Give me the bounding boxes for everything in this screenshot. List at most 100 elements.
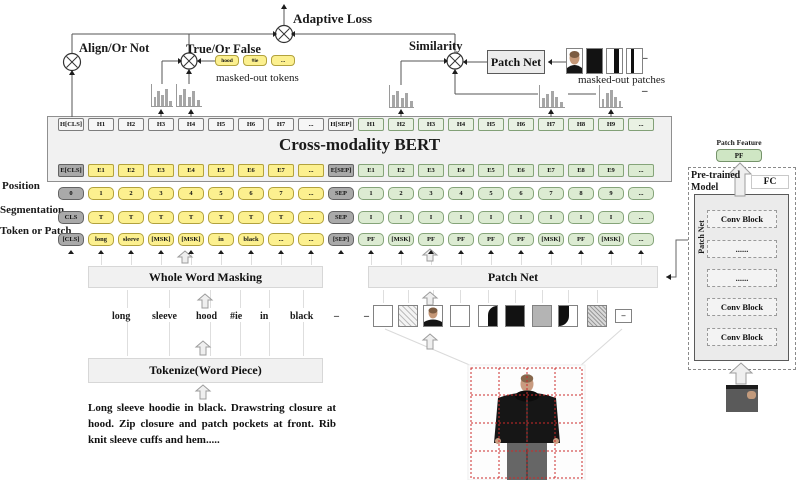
cell: E6 bbox=[238, 164, 264, 177]
cell: E[SEP] bbox=[328, 164, 354, 177]
guide-line bbox=[127, 322, 128, 356]
panel-connector bbox=[666, 239, 688, 278]
cell: H1 bbox=[358, 118, 384, 131]
token-input-arrow bbox=[118, 247, 144, 254]
patch-feature-label: Patch Feature bbox=[716, 138, 762, 147]
input-arrows-row bbox=[58, 247, 654, 254]
patches-ellipsis-dash: – bbox=[642, 52, 648, 64]
cell: hood bbox=[215, 55, 239, 66]
cell: E8 bbox=[568, 164, 594, 177]
guide-line bbox=[460, 290, 461, 303]
image-patch-ellipsis: – bbox=[615, 309, 632, 323]
cell: H4 bbox=[178, 118, 204, 131]
cell: ... bbox=[271, 55, 295, 66]
guide-line bbox=[491, 252, 492, 265]
cell: I bbox=[538, 211, 564, 224]
cell: E7 bbox=[538, 164, 564, 177]
cell: 3 bbox=[148, 187, 174, 200]
token-input-arrow bbox=[88, 247, 114, 254]
guide-line bbox=[240, 322, 241, 356]
cell: ... bbox=[298, 187, 324, 200]
cell: [SEP] bbox=[328, 233, 354, 246]
token-input-arrow bbox=[148, 247, 174, 254]
segmentation-row: CLS T T T T T T T... SEP I I I I I I I I I... bbox=[58, 211, 654, 224]
conv-block-stack: Conv Block............ Conv Block Conv Blo… bbox=[707, 199, 777, 357]
cell: T bbox=[148, 211, 174, 224]
cell: ... bbox=[298, 233, 324, 246]
cell: I bbox=[598, 211, 624, 224]
token-input-arrow bbox=[208, 247, 234, 254]
cell: H1 bbox=[88, 118, 114, 131]
cell: 5 bbox=[208, 187, 234, 200]
patch-net-mid-label: Patch Net bbox=[487, 269, 539, 284]
guide-line bbox=[488, 290, 489, 303]
cell: H8 bbox=[568, 118, 594, 131]
guide-line bbox=[210, 322, 211, 356]
guide-line bbox=[131, 252, 132, 265]
guide-line bbox=[611, 252, 612, 265]
guide-line bbox=[169, 322, 170, 356]
cell: 4 bbox=[178, 187, 204, 200]
guide-line bbox=[221, 252, 222, 265]
cell: E2 bbox=[118, 164, 144, 177]
cell: H7 bbox=[268, 118, 294, 131]
cell: I bbox=[388, 211, 414, 224]
cell: ... bbox=[298, 211, 324, 224]
cell: T bbox=[88, 211, 114, 224]
cell: H2 bbox=[388, 118, 414, 131]
cell: E5 bbox=[208, 164, 234, 177]
guide-line bbox=[581, 252, 582, 265]
person-head-icon bbox=[567, 51, 582, 73]
token-input-arrow bbox=[178, 247, 204, 254]
wordpiece: sleeve bbox=[152, 311, 177, 322]
black-bar-shape bbox=[614, 49, 619, 73]
tokenize-box: Tokenize(Word Piece) bbox=[88, 358, 323, 383]
guide-line bbox=[303, 290, 304, 308]
cell: H5 bbox=[208, 118, 234, 131]
cell: CLS bbox=[58, 211, 84, 224]
cell: H3 bbox=[148, 118, 174, 131]
wordpiece: black bbox=[290, 311, 314, 322]
token-or-patch-row-label: Token or Patch bbox=[0, 225, 72, 237]
guide-line bbox=[269, 290, 270, 308]
conv-block: Conv Block bbox=[707, 298, 777, 317]
cell: [MSK] bbox=[178, 233, 204, 246]
wordpiece: long bbox=[112, 311, 131, 322]
cell: E3 bbox=[148, 164, 174, 177]
cell: H4 bbox=[448, 118, 474, 131]
tokenize-label: Tokenize(Word Piece) bbox=[149, 363, 262, 377]
guide-line bbox=[169, 290, 170, 308]
cell: E3 bbox=[418, 164, 444, 177]
token-input-arrow bbox=[418, 247, 444, 254]
token-input-arrow bbox=[238, 247, 264, 254]
image-patch-white bbox=[450, 305, 470, 327]
token-input-arrow bbox=[58, 247, 84, 254]
h-row: H[CLS] H1 H2 H3 H4 H5 H6 H7... H[SEP] H1 H2 H3 H4 H5 H… bbox=[58, 118, 654, 131]
guide-line bbox=[383, 290, 384, 303]
pretrained-model-label: Pre-trained Model bbox=[691, 170, 741, 193]
hand-shape bbox=[747, 391, 756, 399]
image-patch-hatched-dark bbox=[587, 305, 607, 327]
guide-line bbox=[101, 252, 102, 265]
whole-word-masking-label: Whole Word Masking bbox=[148, 269, 263, 284]
patch-net-mid-box: Patch Net bbox=[368, 266, 658, 288]
cell: PF bbox=[568, 233, 594, 246]
cell: E7 bbox=[268, 164, 294, 177]
guide-line bbox=[371, 252, 372, 265]
black-bar-shape bbox=[631, 49, 634, 73]
wordpiece: – bbox=[334, 311, 339, 322]
cell: 6 bbox=[508, 187, 534, 200]
hist-ellipsis-dash: – bbox=[642, 85, 648, 97]
guide-line bbox=[161, 252, 162, 265]
cell: sleeve bbox=[118, 233, 144, 246]
guide-line bbox=[303, 322, 304, 356]
cell: ... bbox=[628, 118, 654, 131]
token-input-arrow bbox=[628, 247, 654, 254]
image-patch-head bbox=[423, 305, 443, 327]
cell: I bbox=[508, 211, 534, 224]
cell: T bbox=[238, 211, 264, 224]
cell: H2 bbox=[118, 118, 144, 131]
cell: I bbox=[418, 211, 444, 224]
cell: H5 bbox=[478, 118, 504, 131]
